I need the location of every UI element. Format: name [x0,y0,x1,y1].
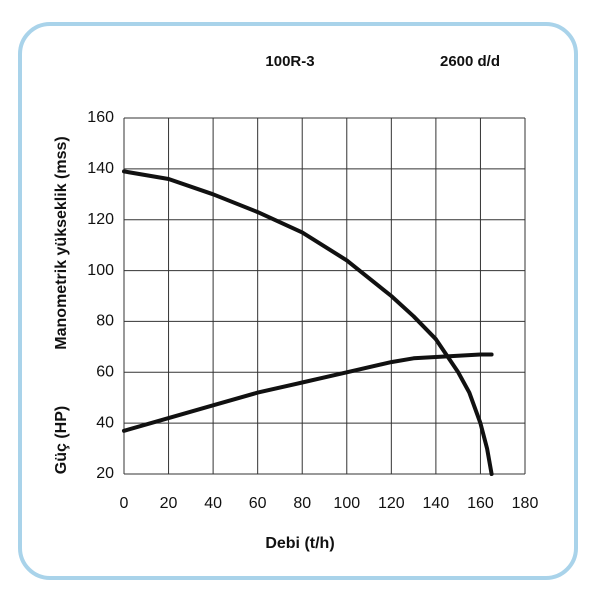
y-tick-label: 80 [96,313,114,330]
x-tick-label: 140 [423,495,450,512]
y-axis-label-power: Güç (HP) [53,406,70,474]
x-axis-label: Debi (t/h) [265,535,334,552]
x-tick-label: 80 [293,495,311,512]
x-tick-label: 120 [378,495,405,512]
x-tick-label: 60 [249,495,267,512]
y-axis-label: Manometrik yükseklik (mss) [53,136,70,349]
y-tick-label: 60 [96,364,114,381]
y-tick-label: 160 [87,109,114,126]
y-tick-label: 140 [87,160,114,177]
x-tick-label: 160 [467,495,494,512]
x-tick-label: 20 [160,495,178,512]
chart-subtitle: 2600 d/d [440,53,500,70]
line-series [122,169,494,476]
x-tick-label: 0 [120,495,129,512]
y-tick-label: 20 [96,465,114,482]
y-tick-label: 40 [96,414,114,431]
x-tick-label: 100 [333,495,360,512]
chart-title: 100R-3 [265,53,314,70]
y-tick-label: 100 [87,262,114,279]
line-series [122,352,494,433]
y-tick-label: 120 [87,211,114,228]
frame [18,22,578,580]
x-tick-label: 180 [512,495,539,512]
x-tick-label: 40 [204,495,222,512]
